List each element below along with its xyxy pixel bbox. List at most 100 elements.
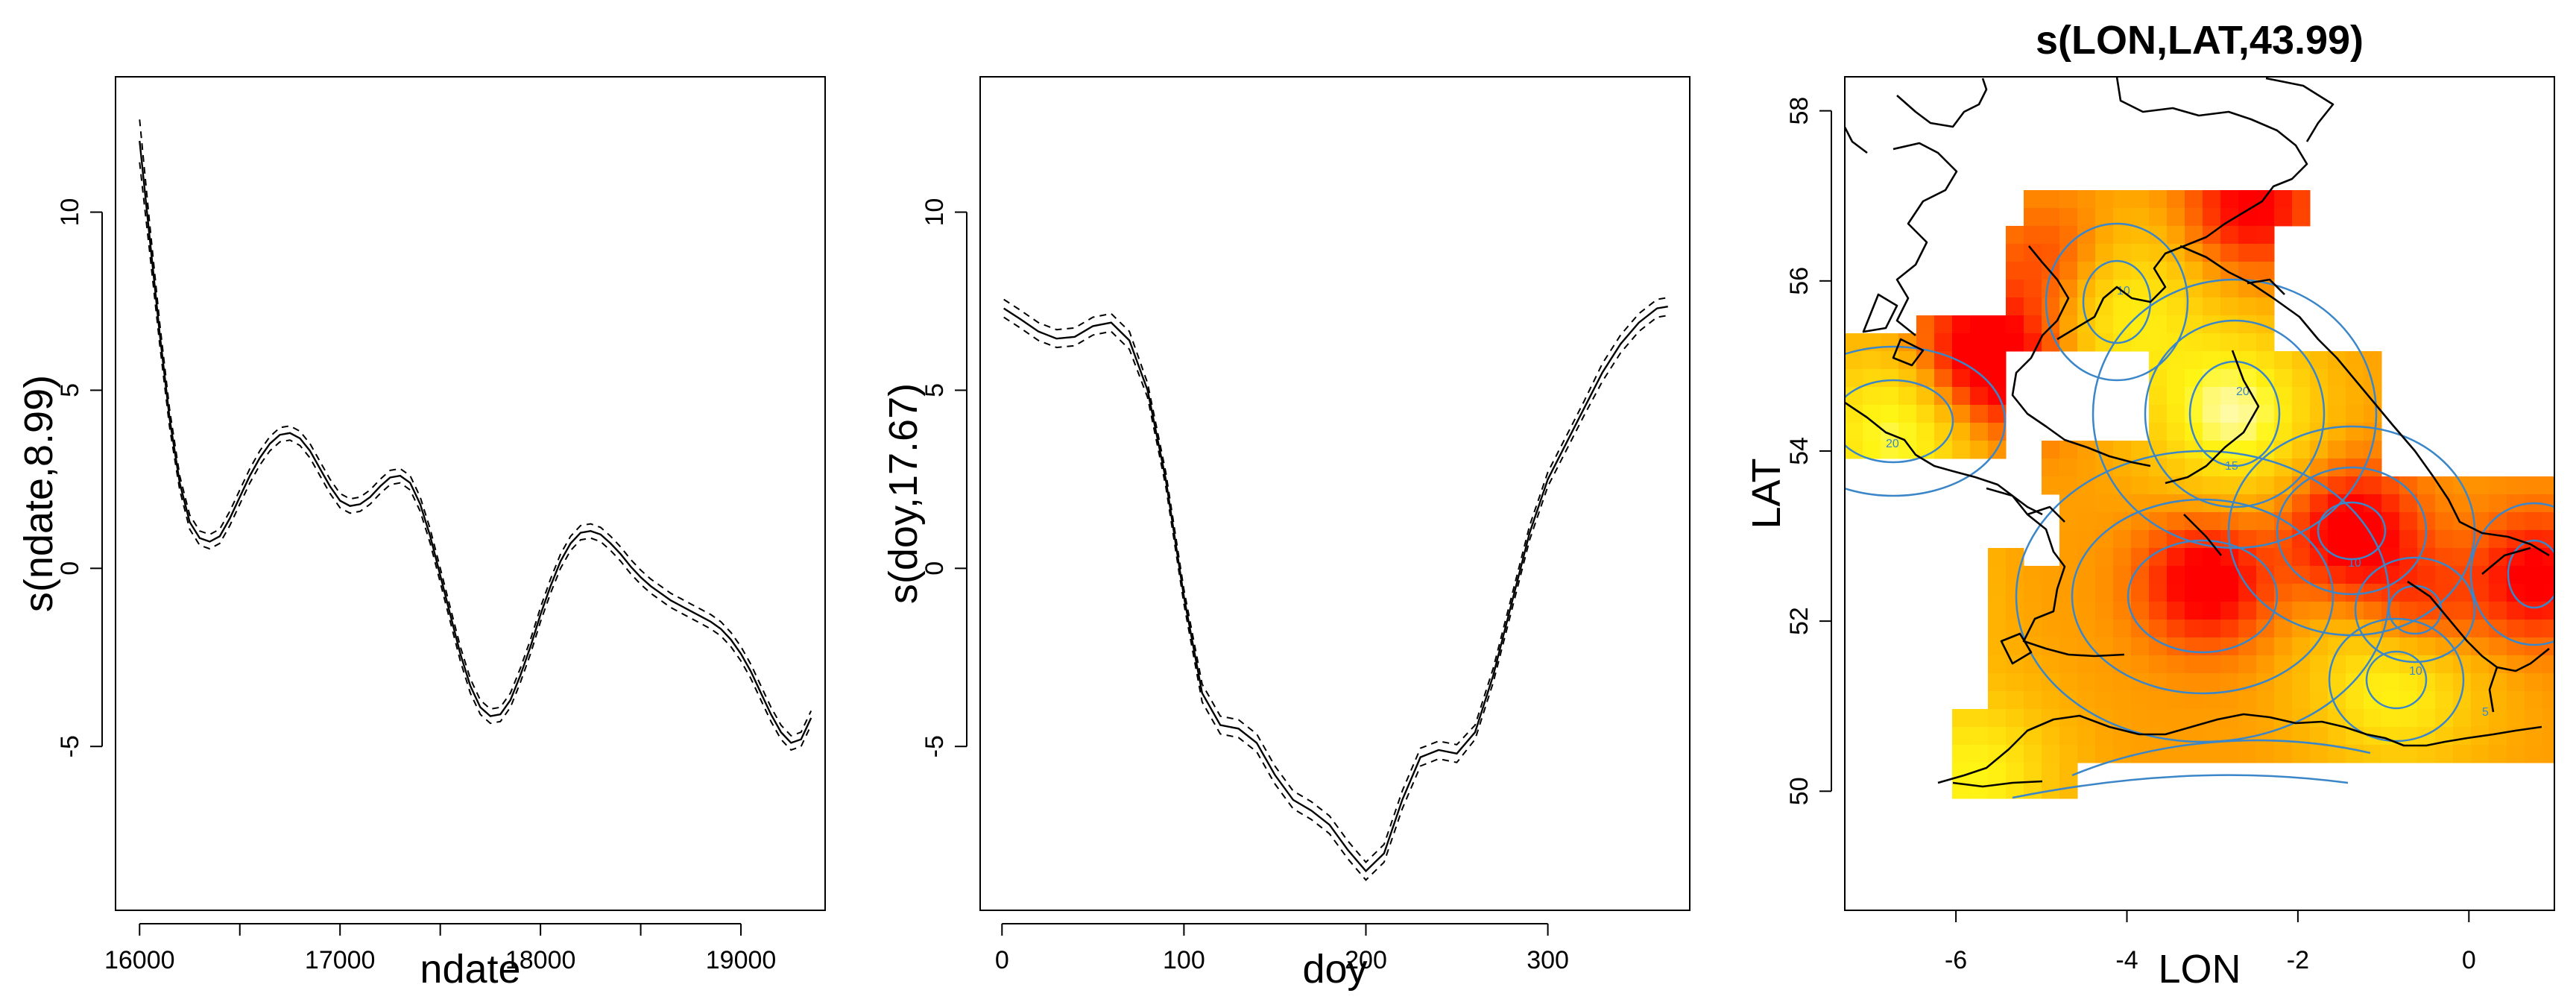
- heatmap-cell: [2113, 620, 2132, 638]
- heatmap-cell: [2042, 655, 2060, 674]
- x-axis-title: LON: [2158, 947, 2241, 992]
- heatmap-cell: [2059, 226, 2078, 245]
- heatmap-cell: [1916, 351, 1935, 370]
- heatmap-cell: [2328, 512, 2346, 531]
- heatmap-cell: [2185, 405, 2203, 423]
- heatmap-cell: [2059, 208, 2078, 227]
- heatmap-cell: [2203, 512, 2221, 531]
- heatmap-cell: [2292, 709, 2311, 728]
- heatmap-cell: [2131, 637, 2150, 656]
- heatmap-cell: [2059, 262, 2078, 280]
- heatmap-cell: [2042, 226, 2060, 245]
- heatmap-cell: [2525, 727, 2543, 746]
- y-tick-label: -5: [56, 735, 84, 757]
- x-axis: 16000 17000 18000 19000: [104, 923, 776, 974]
- heatmap-cell: [2346, 566, 2364, 584]
- heatmap-cell: [2220, 190, 2239, 209]
- heatmap-cell: [2238, 745, 2257, 763]
- heatmap-cell: [2077, 459, 2096, 477]
- heatmap-cell: [1988, 333, 2007, 352]
- heatmap-cell: [2507, 620, 2525, 638]
- heatmap-cell: [2042, 637, 2060, 656]
- heatmap-cell: [2525, 691, 2543, 710]
- contour-label: 15: [2225, 460, 2238, 473]
- heatmap-cell: [2167, 190, 2185, 209]
- heatmap-cell: [2113, 548, 2132, 567]
- heatmap-cell: [2256, 476, 2275, 495]
- heatmap-cell: [2113, 709, 2132, 728]
- heatmap-cell: [2167, 566, 2185, 584]
- heatmap-cell: [1988, 566, 2007, 584]
- heatmap-cell: [2310, 584, 2329, 602]
- heatmap-cell: [2024, 297, 2042, 316]
- heatmap-cell: [2364, 423, 2382, 441]
- heatmap-cell: [2274, 405, 2293, 423]
- heatmap-cell: [1898, 405, 1917, 423]
- heatmap-cell: [2525, 584, 2543, 602]
- heatmap-cell: [2238, 548, 2257, 567]
- heatmap-cell: [2203, 476, 2221, 495]
- heatmap-cell: [2507, 691, 2525, 710]
- heatmap-cell: [2489, 530, 2507, 549]
- x-tick-label: 18000: [505, 946, 576, 974]
- heatmap-cell: [1988, 387, 2007, 406]
- heatmap-cell: [1970, 423, 1989, 441]
- heatmap-cell: [2399, 709, 2418, 728]
- heatmap-cell: [2346, 441, 2364, 459]
- heatmap-cell: [2310, 673, 2329, 692]
- x-tick-label: 100: [1163, 946, 1205, 974]
- heatmap-cell: [1952, 441, 1971, 459]
- heatmap-cell: [2256, 512, 2275, 531]
- heatmap-cell: [2149, 387, 2168, 406]
- heatmap-cell: [1988, 655, 2007, 674]
- heatmap-cell: [2149, 745, 2168, 763]
- heatmap-cell: [2077, 566, 2096, 584]
- heatmap-cell: [2220, 262, 2239, 280]
- heatmap-cell: [2006, 226, 2024, 245]
- heatmap-cell: [2042, 190, 2060, 209]
- heatmap-cell: [2542, 691, 2554, 710]
- heatmap-cell: [2453, 602, 2472, 620]
- heatmap-cell: [2238, 655, 2257, 674]
- heatmap-cell: [2346, 512, 2364, 531]
- heatmap-cell: [2167, 387, 2185, 406]
- heatmap-cell: [2471, 494, 2490, 513]
- heatmap-cell: [2113, 530, 2132, 549]
- heatmap-cell: [1988, 548, 2007, 567]
- heatmap-cell: [2167, 226, 2185, 245]
- heatmap-cell: [2077, 727, 2096, 746]
- heatmap-cell: [2220, 620, 2239, 638]
- heatmap-cell: [2489, 566, 2507, 584]
- heatmap-cell: [2024, 226, 2042, 245]
- heatmap-cell: [2471, 709, 2490, 728]
- heatmap-cell: [2095, 566, 2114, 584]
- x-tick-label: -2: [2287, 946, 2309, 974]
- heatmap-cell: [2095, 315, 2114, 334]
- heatmap-cell: [1845, 369, 1863, 388]
- heatmap-cell: [2131, 208, 2150, 227]
- heatmap-cell: [1863, 387, 1881, 406]
- heatmap-cell: [2185, 208, 2203, 227]
- contour-label: 20: [2236, 385, 2250, 398]
- heatmap-cell: [1988, 584, 2007, 602]
- heatmap-cell: [2220, 387, 2239, 406]
- heatmap-cell: [1988, 315, 2007, 334]
- heatmap-cell: [2435, 709, 2454, 728]
- heatmap-cell: [2185, 602, 2203, 620]
- heatmap-cell: [2131, 262, 2150, 280]
- heatmap-cell: [2310, 655, 2329, 674]
- heatmap-cell: [1881, 351, 1899, 370]
- heatmap-cell: [2435, 673, 2454, 692]
- plot-frame: [979, 76, 1690, 911]
- heatmap-cell: [2489, 602, 2507, 620]
- heatmap-cell: [2131, 333, 2150, 352]
- heatmap-cell: [1881, 441, 1899, 459]
- heatmap-cell: [2042, 280, 2060, 298]
- heatmap-cell: [2185, 441, 2203, 459]
- heatmap-cell: [2220, 602, 2239, 620]
- heatmap-cell: [2292, 548, 2311, 567]
- heatmap-cell: [2292, 387, 2311, 406]
- y-axis: 50 52 54 56 58: [1785, 97, 1832, 805]
- heatmap-cell: [2310, 494, 2329, 513]
- heatmap-cell: [1881, 387, 1899, 406]
